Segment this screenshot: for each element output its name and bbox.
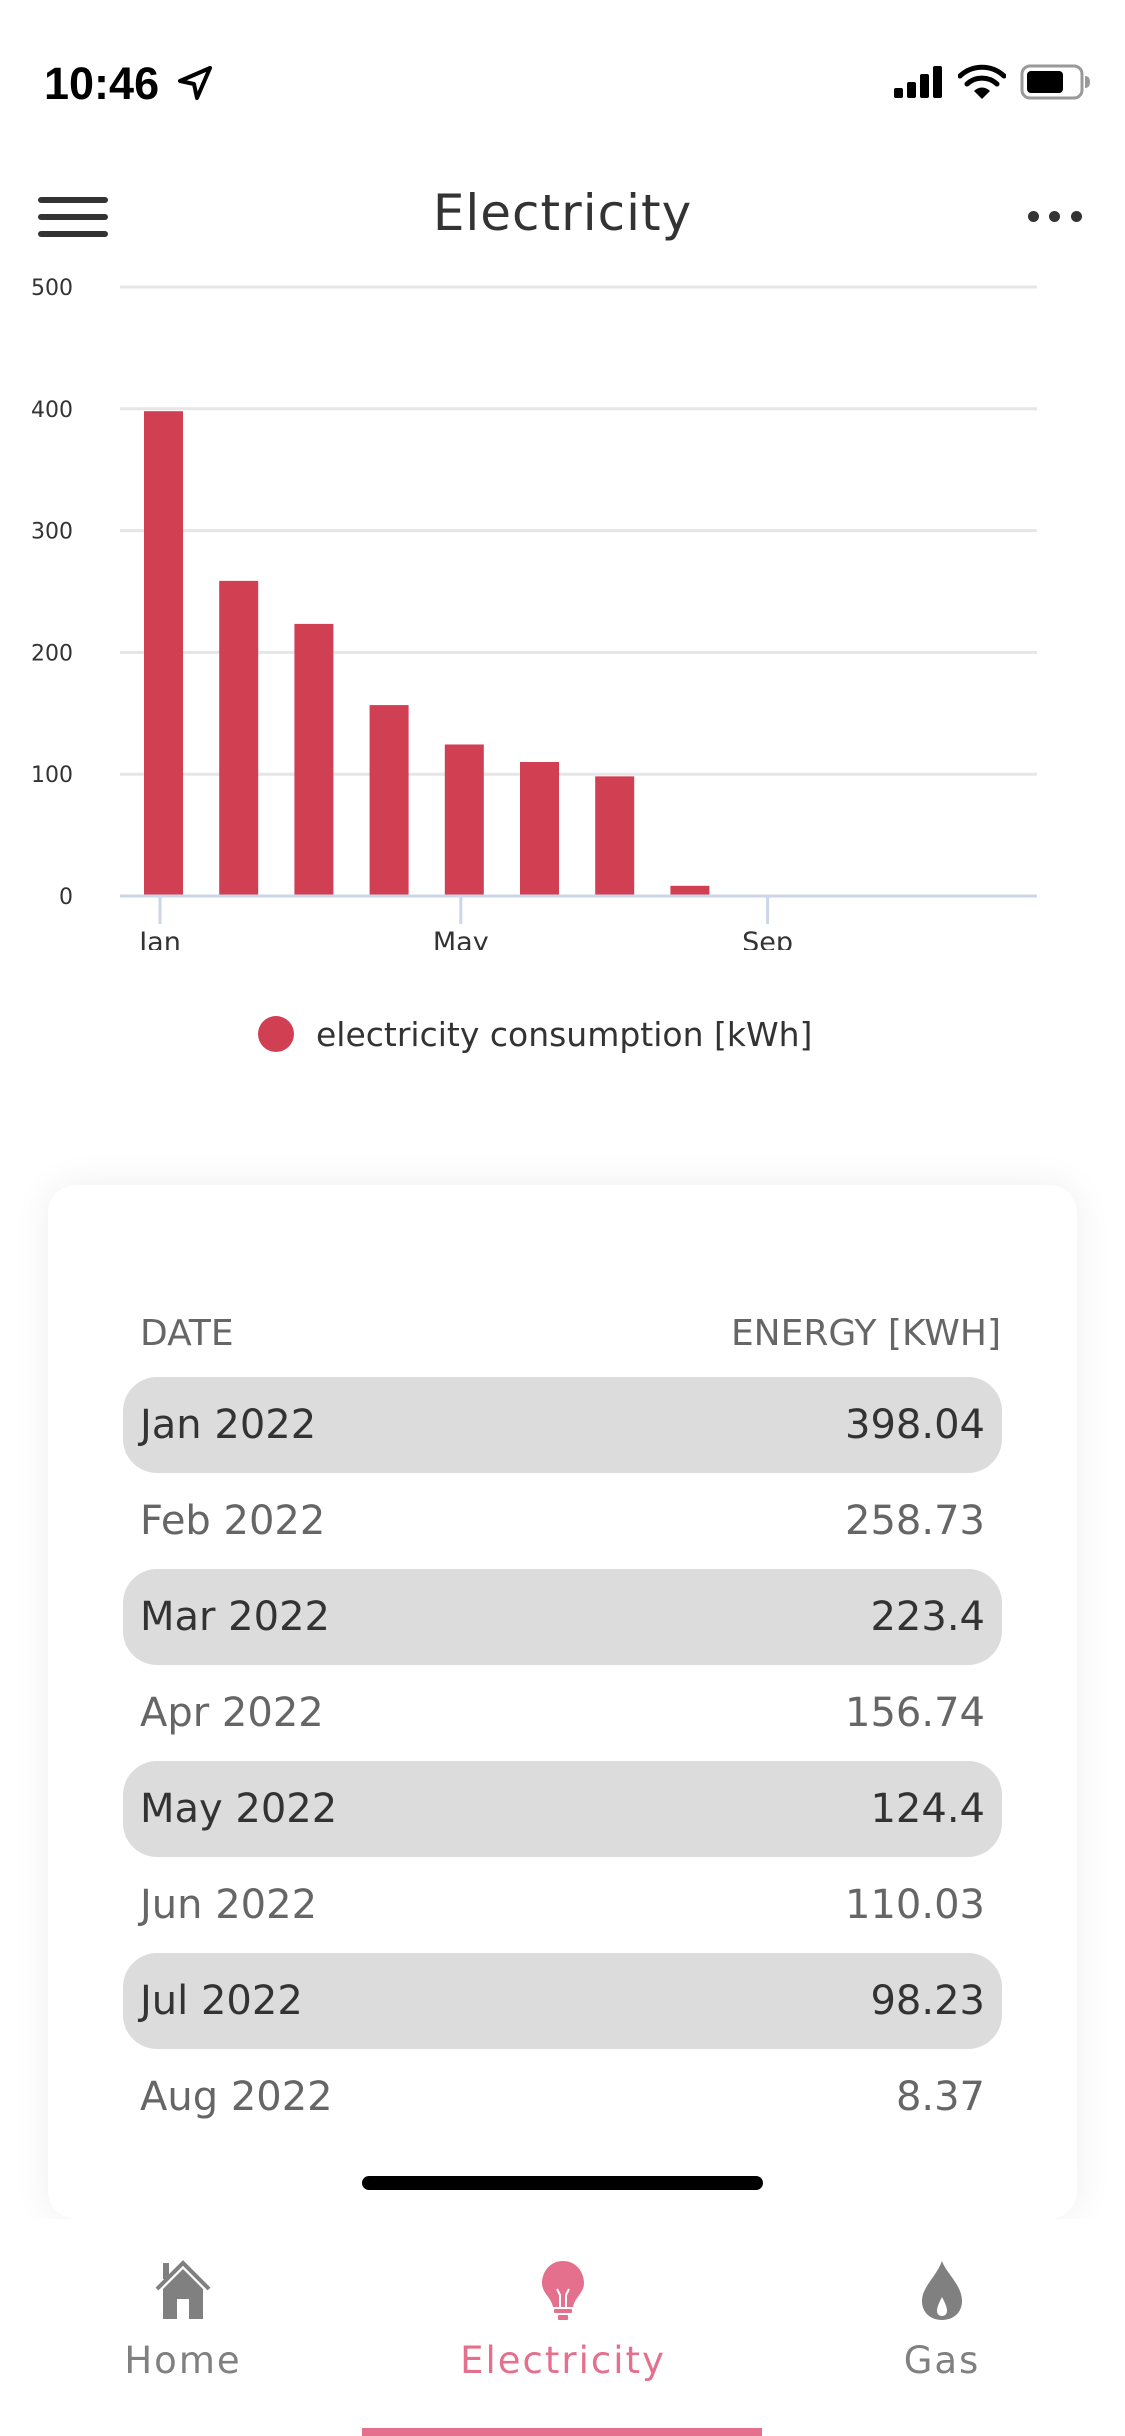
y-tick-label: 400 — [31, 398, 73, 423]
legend-swatch — [258, 1016, 294, 1052]
row-energy: 156.74 — [845, 1690, 985, 1736]
lightbulb-icon — [542, 2261, 584, 2320]
home-indicator — [362, 2176, 763, 2190]
home-icon — [155, 2260, 211, 2319]
row-energy: 110.03 — [845, 1882, 985, 1928]
tab-electricity-label: Electricity — [460, 2339, 666, 2382]
tab-electricity[interactable]: Electricity — [443, 2259, 683, 2389]
bar — [369, 705, 409, 896]
table-row: Apr 2022 156.74 — [123, 1665, 1002, 1761]
y-tick-label: 500 — [31, 276, 73, 301]
table-rows: Jan 2022 398.04 Feb 2022 258.73 Mar 2022 22… — [123, 1377, 1002, 2145]
y-tick-label: 100 — [31, 763, 73, 788]
row-date: Jun 2022 — [140, 1882, 318, 1928]
battery-icon — [1020, 64, 1090, 100]
row-date: Aug 2022 — [140, 2074, 333, 2120]
page-title: Electricity — [432, 184, 693, 242]
table-row: Aug 2022 8.37 — [123, 2049, 1002, 2145]
consumption-table-card: DATE ENERGY [KWH] Jan 2022 398.04 Feb 202… — [48, 1185, 1077, 2219]
gridlines — [120, 285, 1037, 776]
tab-home[interactable]: Home — [63, 2259, 303, 2389]
row-energy: 258.73 — [845, 1498, 985, 1544]
more-options-icon[interactable] — [1022, 204, 1088, 228]
bar — [219, 580, 259, 896]
x-tick-label: Sep — [742, 927, 793, 950]
chart-legend[interactable]: electricity consumption [kWh] — [258, 1012, 812, 1056]
x-axis — [120, 894, 1037, 924]
row-date: Feb 2022 — [140, 1498, 326, 1544]
row-energy: 398.04 — [845, 1402, 985, 1448]
x-tick-labels: Jan May Sep — [137, 927, 793, 950]
row-energy: 223.4 — [870, 1594, 985, 1640]
bottom-tab-bar: Home Electricity Gas — [0, 2219, 1125, 2436]
table-row: Mar 2022 223.4 — [123, 1569, 1002, 1665]
table-row: Jan 2022 398.04 — [123, 1377, 1002, 1473]
row-energy: 98.23 — [870, 1978, 985, 2024]
hamburger-menu-icon[interactable] — [38, 194, 110, 240]
table-row: Feb 2022 258.73 — [123, 1473, 1002, 1569]
bars — [144, 411, 710, 896]
bar — [670, 885, 710, 896]
wifi-icon — [958, 64, 1006, 99]
table-row: Jul 2022 98.23 — [123, 1953, 1002, 2049]
bar — [294, 623, 334, 896]
table-row: Jun 2022 110.03 — [123, 1857, 1002, 1953]
tab-gas[interactable]: Gas — [822, 2259, 1062, 2389]
bar — [444, 744, 484, 896]
bar — [595, 776, 635, 896]
active-tab-indicator — [362, 2428, 762, 2436]
column-header-date: DATE — [140, 1312, 234, 1354]
x-tick-label: May — [433, 927, 489, 950]
cellular-signal-icon — [894, 66, 942, 98]
flame-icon — [922, 2261, 962, 2320]
bar — [144, 411, 183, 896]
tab-gas-label: Gas — [903, 2339, 981, 2382]
bar — [520, 761, 559, 896]
x-tick-label: Jan — [137, 927, 181, 950]
y-tick-label: 300 — [31, 520, 73, 545]
column-header-energy: ENERGY [KWH] — [730, 1312, 1001, 1354]
table-row: May 2022 124.4 — [123, 1761, 1002, 1857]
electricity-chart: 0 100 200 300 400 500 Jan May Sep — [0, 260, 1125, 950]
chart-svg: 0 100 200 300 400 500 Jan May Sep — [31, 276, 1037, 950]
row-energy: 124.4 — [870, 1786, 985, 1832]
row-date: Jul 2022 — [140, 1978, 303, 2024]
row-energy: 8.37 — [895, 2074, 985, 2120]
row-date: Jan 2022 — [140, 1402, 317, 1448]
table-header: DATE ENERGY [KWH] — [140, 1311, 1001, 1355]
tab-home-label: Home — [124, 2339, 242, 2382]
row-date: May 2022 — [140, 1786, 338, 1832]
legend-label: electricity consumption [kWh] — [316, 1014, 813, 1054]
y-tick-labels: 0 100 200 300 400 500 — [31, 276, 73, 910]
y-tick-label: 0 — [59, 885, 73, 910]
y-tick-label: 200 — [31, 641, 73, 666]
row-date: Apr 2022 — [140, 1690, 324, 1736]
row-date: Mar 2022 — [140, 1594, 330, 1640]
location-arrow-icon — [178, 66, 212, 100]
status-time: 10:46 — [44, 58, 160, 109]
